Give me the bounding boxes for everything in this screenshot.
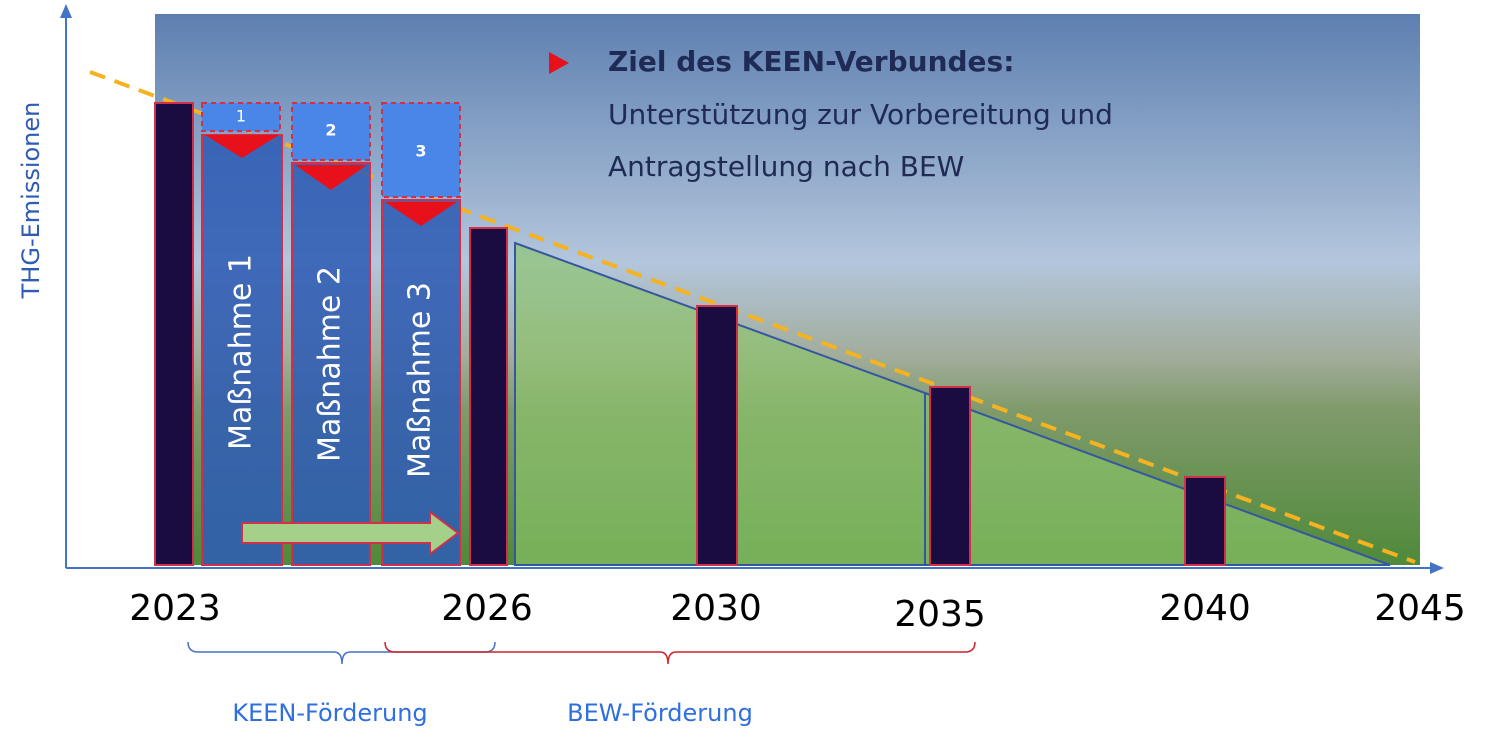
callout-title: Ziel des KEEN-Verbundes: bbox=[608, 45, 1014, 78]
brace-label: BEW-Förderung bbox=[567, 699, 753, 727]
measure-bar bbox=[201, 134, 283, 566]
measure-number: 2 bbox=[325, 121, 336, 140]
measure-box bbox=[381, 102, 461, 198]
measure-bar bbox=[381, 199, 461, 566]
callout-bullet bbox=[549, 52, 569, 74]
keen-brace bbox=[187, 641, 496, 665]
measure-label: Maßnahme 3 bbox=[403, 282, 438, 478]
measure-box bbox=[291, 102, 371, 161]
bar-2026 bbox=[469, 227, 508, 566]
bew-brace bbox=[384, 641, 976, 665]
y-axis-arrow bbox=[60, 4, 72, 18]
measure-label: Maßnahme 1 bbox=[224, 254, 259, 450]
year-label: 2026 bbox=[441, 588, 533, 629]
measure-bar bbox=[291, 162, 371, 566]
bar-2040 bbox=[1184, 476, 1226, 566]
bar-2030 bbox=[696, 305, 738, 566]
year-label: 2035 bbox=[894, 594, 986, 635]
year-label: 2045 bbox=[1374, 588, 1466, 629]
bar-2035 bbox=[929, 386, 971, 566]
measure-box bbox=[201, 102, 281, 132]
callout-line: Antragstellung nach BEW bbox=[608, 150, 964, 183]
year-label: 2023 bbox=[129, 588, 221, 629]
bar-2023 bbox=[154, 102, 194, 566]
reduction-arrow bbox=[205, 135, 279, 158]
brace-label: KEEN-Förderung bbox=[232, 699, 427, 727]
reduction-arrow bbox=[385, 202, 457, 226]
x-axis-arrow bbox=[1430, 562, 1444, 574]
time-arrow bbox=[241, 510, 460, 556]
y-axis-label: THG-Emissionen bbox=[17, 102, 45, 300]
callout-line: Unterstützung zur Vorbereitung und bbox=[608, 98, 1113, 131]
measure-number: 1 bbox=[236, 107, 246, 126]
measure-number: 3 bbox=[415, 142, 426, 161]
measure-label: Maßnahme 2 bbox=[313, 266, 348, 462]
year-label: 2040 bbox=[1159, 588, 1251, 629]
year-label: 2030 bbox=[670, 588, 762, 629]
reduction-arrow bbox=[295, 165, 367, 190]
